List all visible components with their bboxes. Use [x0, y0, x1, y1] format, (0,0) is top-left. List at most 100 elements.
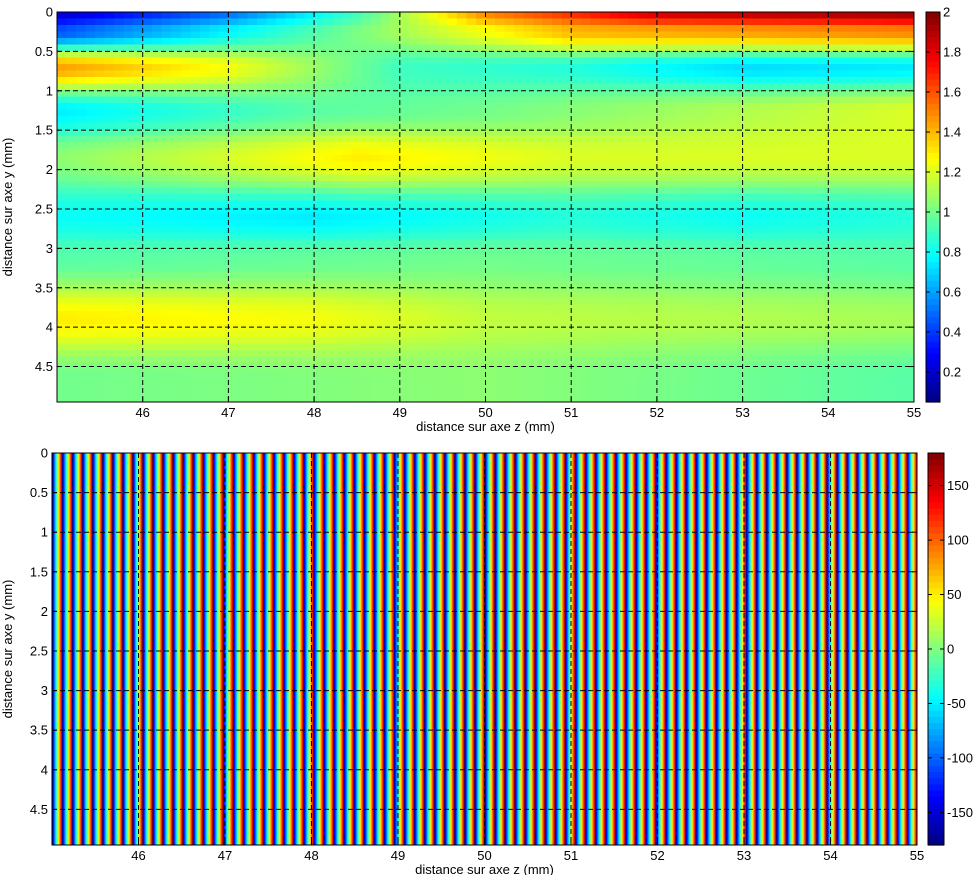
heatmap-cell — [552, 343, 563, 351]
heatmap-cell — [437, 213, 449, 221]
heatmap-cell — [247, 278, 258, 286]
heatmap-cell — [733, 181, 744, 189]
heatmap-cell — [580, 83, 591, 91]
heatmap-cell — [371, 161, 382, 169]
heatmap-cell — [171, 103, 182, 111]
heatmap-cell — [733, 194, 744, 202]
heatmap-cell — [361, 168, 372, 176]
heatmap-cell — [76, 291, 87, 299]
heatmap-cell — [837, 311, 848, 319]
heatmap-cell — [380, 304, 391, 312]
heatmap-cell — [133, 90, 144, 98]
heatmap-cell — [552, 122, 563, 130]
heatmap-cell — [637, 226, 648, 234]
heatmap-cell — [409, 304, 420, 312]
heatmap-cell — [485, 122, 496, 130]
heatmap-cell — [76, 103, 87, 111]
heatmap-cell — [504, 356, 515, 364]
heatmap-cell — [714, 337, 725, 345]
heatmap-cell — [580, 116, 591, 124]
heatmap-cell — [123, 70, 134, 78]
heatmap-cell — [675, 51, 687, 59]
heatmap-cell — [276, 233, 287, 241]
heatmap-cell — [561, 142, 572, 150]
heatmap-cell — [418, 239, 429, 247]
heatmap-cell — [714, 285, 725, 293]
heatmap-cell — [609, 70, 620, 78]
heatmap-cell — [133, 129, 144, 137]
heatmap-cell — [371, 25, 382, 33]
heatmap-cell — [380, 356, 391, 364]
heatmap-cell — [609, 233, 620, 241]
heatmap-cell — [875, 44, 887, 52]
heatmap-cell — [352, 259, 363, 267]
heatmap-cell — [466, 174, 477, 182]
heatmap-cell — [723, 142, 734, 150]
heatmap-cell — [599, 252, 610, 260]
heatmap-cell — [304, 142, 315, 150]
heatmap-cell — [247, 44, 258, 52]
heatmap-cell — [780, 38, 791, 46]
heatmap-cell — [142, 311, 153, 319]
heatmap-cell — [809, 350, 820, 358]
heatmap-cell — [85, 252, 96, 260]
heatmap-cell — [590, 291, 601, 299]
heatmap-cell — [809, 64, 820, 72]
heatmap-cell — [199, 213, 210, 221]
heatmap-cell — [542, 135, 553, 143]
heatmap-cell — [675, 272, 687, 280]
heatmap-cell — [495, 356, 506, 364]
heatmap-cell — [314, 311, 325, 319]
heatmap-cell — [266, 343, 277, 351]
heatmap-cell — [666, 291, 677, 299]
heatmap-cell — [780, 220, 791, 228]
heatmap-cell — [152, 272, 163, 280]
heatmap-cell — [104, 44, 115, 52]
heatmap-cell — [285, 311, 296, 319]
heatmap-cell — [133, 356, 144, 364]
heatmap-cell — [371, 298, 382, 306]
heatmap-cell — [161, 291, 172, 299]
heatmap-cell — [304, 181, 315, 189]
heatmap-cell — [656, 285, 668, 293]
heatmap-cell — [66, 142, 77, 150]
heatmap-cell — [818, 226, 829, 234]
heatmap-cell — [228, 311, 239, 319]
heatmap-cell — [380, 194, 391, 202]
heatmap-cell — [885, 265, 896, 273]
heatmap-cell — [190, 148, 201, 156]
heatmap-cell — [552, 311, 563, 319]
heatmap-cell — [380, 252, 391, 260]
heatmap-cell — [561, 70, 572, 78]
heatmap-cell — [256, 298, 268, 306]
heatmap-cell — [247, 194, 258, 202]
heatmap-cell — [799, 116, 810, 124]
heatmap-cell — [514, 77, 525, 85]
heatmap-cell — [104, 356, 115, 364]
heatmap-cell — [114, 168, 125, 176]
heatmap-cell — [152, 356, 163, 364]
heatmap-cell — [504, 200, 515, 208]
heatmap-cell — [761, 246, 772, 254]
heatmap-cell — [837, 278, 848, 286]
heatmap-cell — [447, 44, 458, 52]
heatmap-cell — [771, 174, 782, 182]
heatmap-cell — [618, 337, 629, 345]
heatmap-cell — [752, 194, 763, 202]
heatmap-cell — [333, 304, 344, 312]
heatmap-cell — [399, 239, 410, 247]
heatmap-cell — [809, 51, 820, 59]
heatmap-image — [57, 12, 914, 402]
heatmap-cell — [352, 51, 363, 59]
heatmap-cell — [475, 291, 487, 299]
heatmap-cell — [437, 207, 449, 215]
heatmap-cell — [180, 298, 191, 306]
heatmap-cell — [152, 226, 163, 234]
heatmap-cell — [618, 109, 629, 117]
heatmap-cell — [552, 109, 563, 117]
heatmap-cell — [409, 187, 420, 195]
heatmap-cell — [752, 220, 763, 228]
heatmap-cell — [418, 356, 429, 364]
heatmap-cell — [228, 259, 239, 267]
heatmap-cell — [533, 135, 544, 143]
